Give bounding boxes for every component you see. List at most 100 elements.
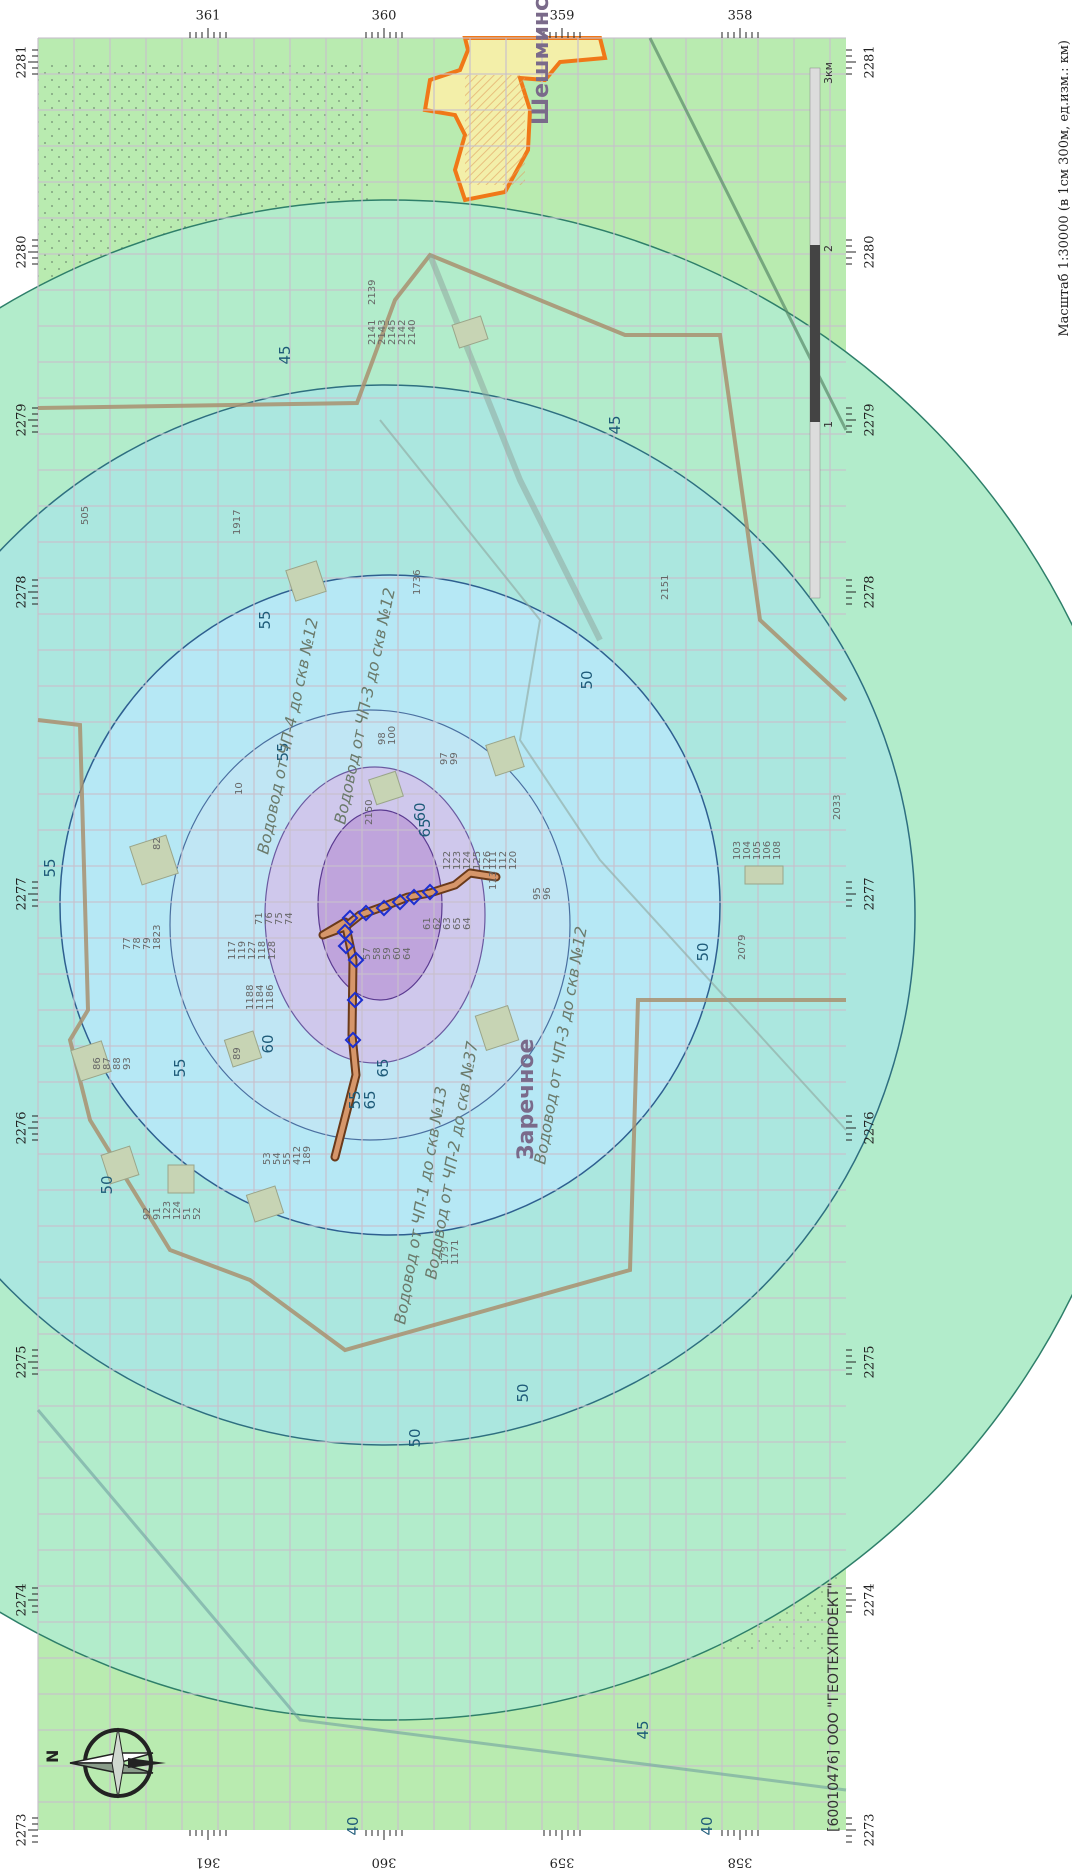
object-label: 2145 <box>387 320 398 345</box>
x-tick-label: 2279 <box>15 403 30 436</box>
source-marker <box>405 888 423 906</box>
contour-label-55: 55 <box>256 610 274 629</box>
object-label: 10 <box>234 782 245 795</box>
object-label: 79 <box>142 937 153 950</box>
source-marker <box>337 937 355 955</box>
source-marker <box>341 909 359 927</box>
object-label: 86 <box>92 1057 103 1070</box>
object-label: 124 <box>172 1201 183 1220</box>
object-label: 61 <box>422 917 433 930</box>
contour-label-45: 45 <box>606 415 624 434</box>
y-tick-label: 361 <box>196 9 221 24</box>
contour-label-50: 50 <box>694 942 712 961</box>
compass-rose: N <box>43 1727 166 1799</box>
contour-label-45: 45 <box>276 345 294 364</box>
scale-bar: 1 2 3км Масштаб 1:30000 (в 1см 300м, ед.… <box>809 40 1072 599</box>
object-label: 118 <box>257 941 268 960</box>
object-label: 71 <box>254 912 265 925</box>
contour-label-40: 40 <box>344 1816 362 1835</box>
contour-label-55: 55 <box>346 1090 364 1109</box>
source-marker <box>347 951 365 969</box>
contour-label-50: 50 <box>406 1428 424 1447</box>
coordinate-grid <box>37 37 846 1830</box>
x-tick-label: 2280 <box>863 235 878 268</box>
company-footer: [60010476] ООО "ГЕОТЕХПРОЕКТ" <box>826 1582 842 1832</box>
contour-label-50: 50 <box>578 670 596 689</box>
x-tick-label: 2279 <box>863 403 878 436</box>
x-tick-label: 2273 <box>15 1813 30 1846</box>
object-label: 124 <box>462 851 473 870</box>
source-marker <box>336 923 354 941</box>
y-tick-label: 358 <box>728 9 753 24</box>
object-label: 95 <box>532 887 543 900</box>
object-label: 1736 <box>412 570 423 595</box>
object-label: 2150 <box>364 800 375 825</box>
object-label: 55 <box>282 1152 293 1165</box>
y-tick-label: 358 <box>728 1855 753 1870</box>
object-label: 128 <box>267 941 278 960</box>
object-label: 65 <box>452 917 463 930</box>
contour-label-45: 45 <box>634 1720 652 1739</box>
object-label: 1823 <box>152 925 163 950</box>
object-label: 77 <box>122 937 133 950</box>
object-label: 96 <box>542 887 553 900</box>
object-label: 54 <box>272 1152 283 1165</box>
object-label: 189 <box>302 1146 313 1165</box>
source-marker <box>357 904 375 922</box>
source-marker <box>346 991 364 1009</box>
object-label: 76 <box>264 912 275 925</box>
object-label: 117 <box>227 941 238 960</box>
object-label: 2140 <box>407 320 418 345</box>
object-label: 1188 <box>245 985 256 1010</box>
object-label: 2141 <box>367 320 378 345</box>
x-tick-label: 2278 <box>15 575 30 608</box>
scale-tick-1: 1 <box>822 421 835 428</box>
contour-label-50: 50 <box>98 1175 116 1194</box>
object-label: 74 <box>284 912 295 925</box>
x-tick-label: 2277 <box>863 877 878 910</box>
x-tick-label: 2276 <box>15 1111 30 1144</box>
contour-label-65: 65 <box>374 1058 392 1077</box>
object-label: 58 <box>372 947 383 960</box>
object-label: 92 <box>142 1207 153 1220</box>
object-label: 111 <box>488 851 499 870</box>
x-tick-label: 2273 <box>863 1813 878 1846</box>
y-tick-label: 360 <box>372 9 397 24</box>
x-tick-label: 2277 <box>15 877 30 910</box>
object-label: 64 <box>462 917 473 930</box>
object-label: 57 <box>362 947 373 960</box>
object-label: 51 <box>182 1207 193 1220</box>
object-label: 127 <box>247 941 258 960</box>
contour-label-60: 60 <box>259 1034 277 1053</box>
object-label: 106 <box>762 841 773 860</box>
object-label: 1171 <box>450 1240 461 1265</box>
object-label: 89 <box>232 1047 243 1060</box>
object-label: 2033 <box>832 795 843 820</box>
compass-north-letter: N <box>43 1750 62 1763</box>
object-label: 87 <box>102 1057 113 1070</box>
object-label: 122 <box>442 851 453 870</box>
contour-label-55: 55 <box>41 858 59 877</box>
object-label: 2079 <box>737 935 748 960</box>
x-tick-label: 2274 <box>863 1583 878 1616</box>
object-label: 53 <box>262 1152 273 1165</box>
source-marker <box>375 899 393 917</box>
object-label: 97 <box>439 752 450 765</box>
x-tick-label: 2276 <box>863 1111 878 1144</box>
object-label: 113 <box>488 871 499 890</box>
object-label: 2151 <box>660 575 671 600</box>
contour-label-55: 55 <box>274 742 292 761</box>
x-tick-label: 2281 <box>15 45 30 78</box>
object-label: 2139 <box>367 280 378 305</box>
scale-tick-3: 3км <box>822 62 835 84</box>
source-marker <box>391 893 409 911</box>
y-tick-label: 361 <box>196 1855 221 1870</box>
object-label: 1737 <box>440 1240 451 1265</box>
map-frame: N <box>0 36 1072 1830</box>
y-tick-label: 359 <box>550 9 575 24</box>
object-label: 412 <box>292 1146 303 1165</box>
object-label: 59 <box>382 947 393 960</box>
object-label: 64 <box>402 947 413 960</box>
object-label: 93 <box>122 1057 133 1070</box>
